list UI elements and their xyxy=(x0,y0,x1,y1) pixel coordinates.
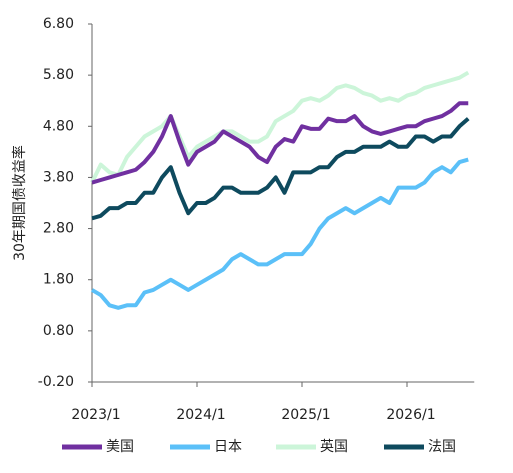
y-tick-label: 0.80 xyxy=(43,323,74,339)
x-tick-label: 2026/1 xyxy=(386,407,435,423)
x-tick-label: 2025/1 xyxy=(281,407,330,423)
x-tick-label: 2024/1 xyxy=(176,407,225,423)
y-tick-label: 1.80 xyxy=(43,272,74,288)
y-tick-label: 5.80 xyxy=(43,67,74,83)
legend-label: 美国 xyxy=(106,439,134,455)
legend-label: 法国 xyxy=(428,439,456,455)
x-tick-label: 2023/1 xyxy=(71,407,120,423)
y-tick-label: 2.80 xyxy=(43,221,74,237)
y-tick-label: 3.80 xyxy=(43,169,74,185)
series-line xyxy=(91,101,469,185)
series-line xyxy=(90,70,470,184)
series-line xyxy=(90,157,469,310)
legend-label: 英国 xyxy=(320,438,348,455)
legend-label: 日本 xyxy=(214,439,242,455)
y-axis-title: 30年期国债收益率 xyxy=(11,145,28,261)
y-tick-label: -0.20 xyxy=(38,374,74,390)
series-line xyxy=(91,117,470,221)
y-tick-label: 4.80 xyxy=(43,118,74,134)
y-tick-label: 6.80 xyxy=(43,16,74,32)
